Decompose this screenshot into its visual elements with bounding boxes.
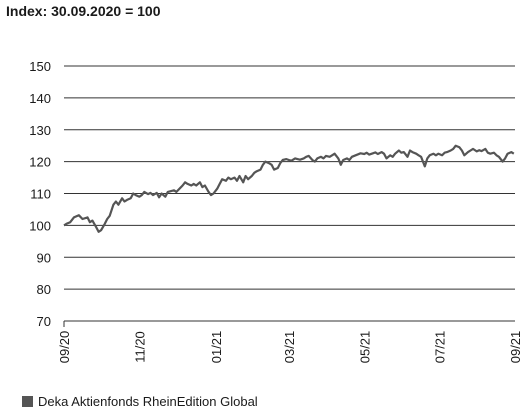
y-axis-ticks: 70 80 90 100 110 120 130 140 150 [29, 59, 51, 329]
legend: Deka Aktienfonds RheinEdition Global [22, 394, 258, 409]
x-tick-label-4: 05/21 [357, 331, 372, 364]
series-line-0 [63, 144, 515, 233]
y-tick-label-140: 140 [29, 91, 51, 106]
y-tick-label-100: 100 [29, 218, 51, 233]
y-tick-label-150: 150 [29, 59, 51, 74]
series-layer [63, 144, 515, 233]
x-axis-ticks: 09/20 11/20 01/21 03/21 05/21 07/21 09/21 [57, 331, 523, 364]
y-tick-label-90: 90 [37, 250, 51, 265]
chart-title: Index: 30.09.2020 = 100 [6, 3, 161, 19]
y-tick-label-70: 70 [37, 314, 51, 329]
x-tick-label-1: 11/20 [132, 331, 147, 363]
y-tick-label-110: 110 [30, 187, 51, 202]
x-tick-label-2: 01/21 [209, 331, 224, 364]
x-tick-label-5: 07/21 [433, 331, 448, 364]
y-tick-label-120: 120 [29, 155, 51, 170]
y-tick-label-130: 130 [29, 123, 51, 138]
line-chart: 70 80 90 100 110 120 130 140 150 09/20 11/20 01/21… [29, 59, 523, 364]
x-tick-label-3: 03/21 [282, 331, 297, 364]
legend-swatch [22, 396, 33, 407]
y-tick-label-80: 80 [37, 282, 51, 297]
gridlines [63, 65, 515, 327]
legend-label: Deka Aktienfonds RheinEdition Global [38, 394, 258, 409]
x-tick-label-0: 09/20 [57, 331, 72, 364]
x-tick-label-6: 09/21 [508, 331, 523, 364]
